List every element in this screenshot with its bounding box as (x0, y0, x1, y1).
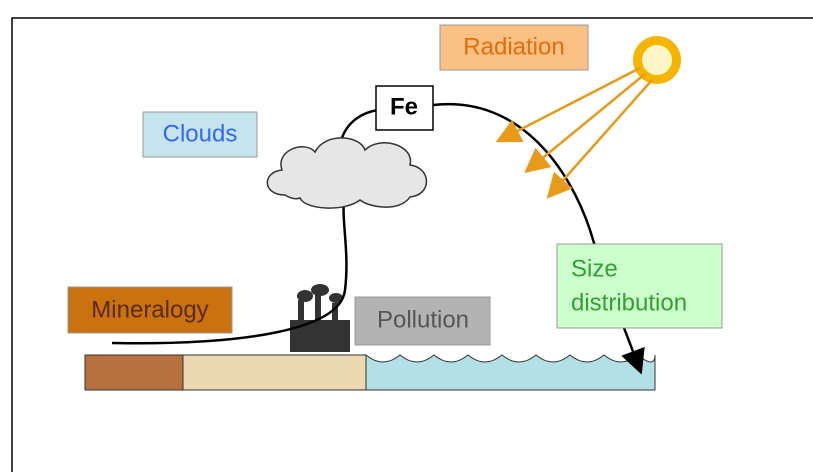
frame (11, 17, 813, 472)
sand (182, 354, 367, 391)
soil (84, 354, 184, 391)
size-distribution-label: Size (571, 255, 618, 282)
clouds-label: Clouds (163, 120, 238, 147)
trajectory (111, 194, 348, 345)
ray (524, 73, 646, 174)
fe-box (375, 85, 434, 131)
water (365, 353, 656, 391)
cloud (266, 137, 428, 209)
size-distribution-label: distribution (571, 289, 687, 316)
clouds-box (142, 111, 258, 158)
fe-label: Fe (390, 93, 418, 120)
pollution-box (354, 296, 491, 346)
sun (633, 36, 681, 84)
ray (546, 79, 653, 199)
mineralogy-label: Mineralogy (91, 296, 208, 323)
mineralogy-box (67, 286, 233, 334)
radiation-box (439, 24, 589, 71)
ray (495, 66, 641, 143)
radiation-label: Radiation (463, 33, 564, 60)
pollution-label: Pollution (377, 306, 469, 333)
size-distribution-box (556, 243, 723, 329)
